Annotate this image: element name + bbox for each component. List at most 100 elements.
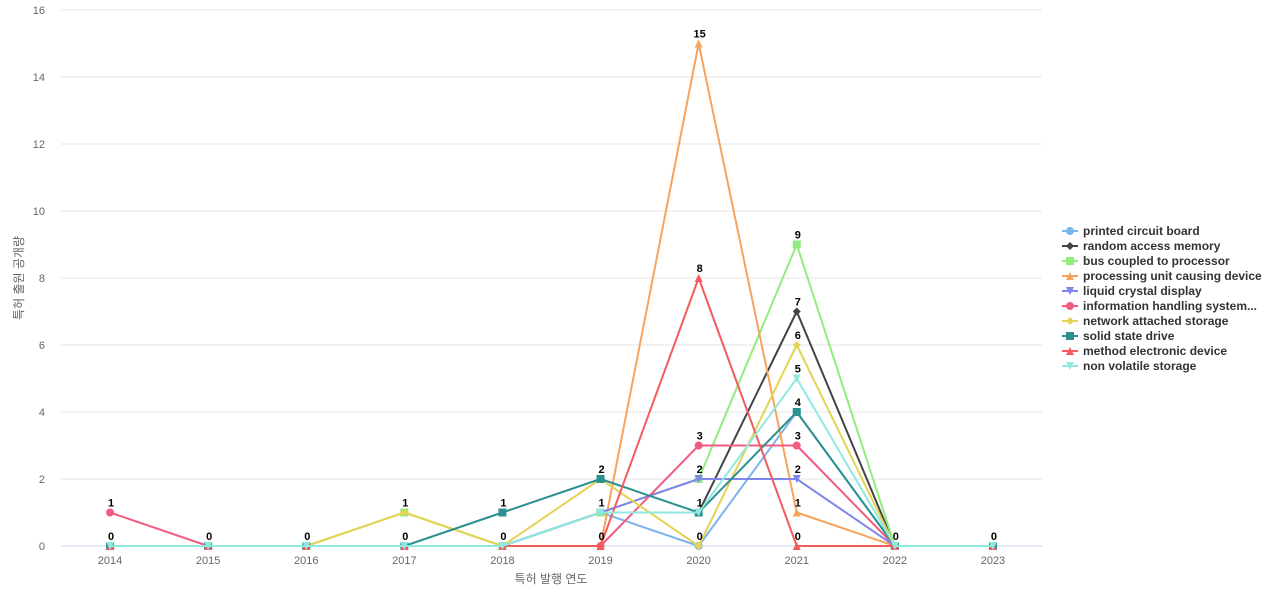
data-point (890, 542, 899, 550)
grid-lines (61, 9, 1042, 547)
legend-label: information handling system... (1083, 299, 1257, 313)
x-tick-label: 2014 (98, 555, 122, 567)
x-tick-label: 2020 (686, 555, 710, 567)
data-point (596, 542, 605, 550)
y-tick-label: 8 (39, 273, 45, 285)
data-point (498, 508, 507, 517)
legend-item[interactable]: bus coupled to processor (1062, 254, 1230, 268)
data-point (792, 508, 801, 517)
legend-label: processing unit causing device (1083, 269, 1262, 283)
data-point (204, 542, 213, 550)
data-label: 1 (697, 498, 703, 510)
legend-item[interactable]: random access memory (1062, 239, 1221, 253)
data-point (694, 475, 703, 483)
legend-item[interactable]: method electronic device (1062, 344, 1227, 358)
data-label: 15 (694, 29, 706, 41)
x-tick-label: 2018 (490, 555, 514, 567)
data-label: 3 (697, 431, 703, 443)
legend-marker (1066, 272, 1074, 280)
data-labels: 1 0 0 0 1 0 1 0 2 1 0 15 8 3 2 1 0 9 7 6 5 4 3 2 1 0 0 0 (108, 29, 997, 544)
series-line (110, 377, 993, 547)
data-label: 3 (795, 431, 801, 443)
data-label: 2 (598, 464, 604, 476)
y-tick-label: 16 (33, 5, 45, 17)
legend-label: method electronic device (1083, 344, 1227, 358)
data-label: 0 (893, 531, 899, 543)
data-label: 0 (304, 531, 310, 543)
x-axis-title: 특허 발행 연도 (515, 571, 588, 586)
legend-label: bus coupled to processor (1083, 254, 1230, 268)
data-label: 1 (402, 498, 408, 510)
y-axis: 0 2 4 6 8 10 12 14 16 (33, 5, 45, 553)
legend-item[interactable]: information handling system... (1062, 299, 1257, 313)
legend-item[interactable]: liquid crystal display (1062, 284, 1202, 298)
data-point (596, 508, 605, 517)
legend-marker (1066, 302, 1074, 310)
data-point (792, 307, 801, 316)
data-point (302, 542, 311, 550)
series-network-attached-storage[interactable] (106, 341, 997, 550)
legend-marker (1066, 242, 1074, 250)
legend-marker (1066, 227, 1074, 235)
data-point (694, 542, 703, 550)
data-label: 4 (795, 397, 802, 409)
y-tick-label: 12 (33, 139, 45, 151)
data-label: 7 (795, 297, 801, 309)
data-label: 1 (598, 498, 604, 510)
y-tick-label: 6 (39, 340, 45, 352)
legend-item[interactable]: non volatile storage (1062, 359, 1197, 373)
x-tick-label: 2023 (981, 555, 1005, 567)
data-label: 0 (206, 531, 212, 543)
data-point (792, 374, 801, 383)
legend-marker (1066, 332, 1074, 340)
data-label: 2 (795, 464, 801, 476)
x-tick-label: 2017 (392, 555, 416, 567)
legend-label: random access memory (1083, 239, 1221, 253)
legend-item[interactable]: solid state drive (1062, 329, 1175, 343)
data-label: 0 (402, 531, 408, 543)
data-label: 0 (598, 531, 604, 543)
data-point (106, 542, 115, 550)
data-label: 1 (108, 498, 114, 510)
series-line (110, 42, 993, 547)
legend-label: non volatile storage (1083, 359, 1197, 373)
legend-item[interactable]: processing unit causing device (1062, 269, 1262, 283)
legend-label: liquid crystal display (1083, 284, 1202, 298)
data-point (792, 240, 801, 249)
series-non-volatile-storage[interactable] (106, 374, 997, 551)
data-label: 8 (697, 263, 703, 275)
legend-marker (1066, 362, 1074, 370)
data-label: 9 (795, 230, 801, 242)
data-point (400, 542, 409, 550)
series-processing-unit-causing-device[interactable] (106, 39, 997, 551)
data-point (792, 408, 801, 416)
data-point (498, 542, 507, 550)
data-label: 5 (795, 364, 801, 376)
data-label: 2 (697, 464, 703, 476)
data-label: 0 (108, 531, 114, 543)
x-tick-label: 2021 (785, 555, 809, 567)
x-tick-label: 2015 (196, 555, 220, 567)
data-point (988, 542, 997, 550)
data-point (106, 508, 115, 517)
data-label: 0 (795, 531, 801, 543)
data-point (400, 508, 409, 517)
y-axis-title: 특허 출원 공개량 (12, 236, 26, 320)
legend-item[interactable]: network attached storage (1062, 314, 1229, 328)
legend-item[interactable]: printed circuit board (1062, 224, 1200, 238)
data-point (694, 508, 703, 517)
series-line (110, 344, 993, 547)
legend-label: solid state drive (1083, 329, 1175, 343)
y-tick-label: 14 (33, 72, 45, 84)
legend-marker (1066, 317, 1074, 325)
data-point (792, 341, 801, 349)
data-point (792, 475, 801, 483)
data-point (792, 542, 801, 550)
x-tick-label: 2022 (883, 555, 907, 567)
data-label: 1 (795, 498, 801, 510)
legend-marker (1066, 287, 1074, 295)
x-tick-label: 2019 (588, 555, 612, 567)
plot-area (106, 39, 997, 551)
